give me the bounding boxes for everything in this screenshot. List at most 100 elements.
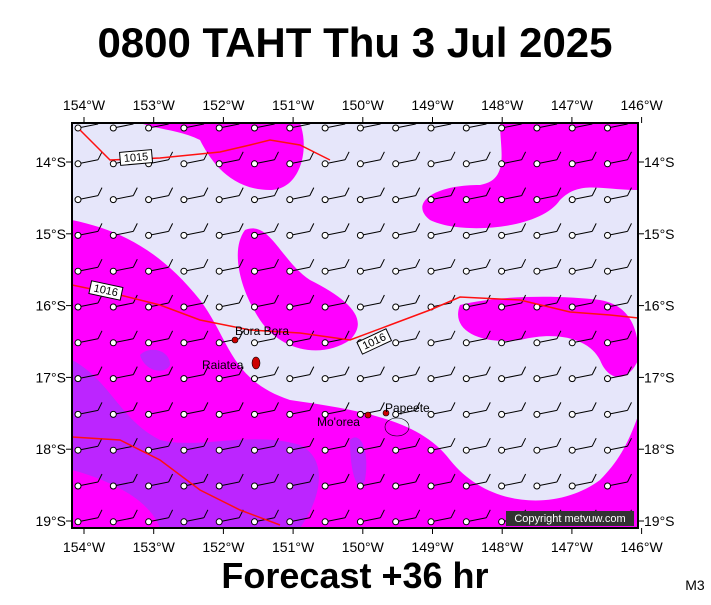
model-code: M3	[685, 577, 705, 593]
barb-station	[145, 231, 153, 239]
barb-station	[498, 339, 506, 347]
wind-barb	[145, 258, 174, 275]
wind-barb	[74, 151, 103, 168]
wind-barb	[568, 402, 597, 418]
barb-feather	[556, 366, 562, 375]
wind-barb	[392, 151, 421, 168]
wind-barb	[498, 366, 527, 383]
barb-feather	[238, 223, 244, 232]
barb-station	[604, 160, 611, 168]
barb-feather	[415, 402, 421, 411]
wind-barb	[604, 402, 632, 418]
wind-barb	[74, 123, 100, 132]
barb-station	[215, 303, 223, 311]
barb-station	[533, 196, 541, 204]
barb-station	[604, 375, 611, 383]
barb-station	[286, 231, 294, 239]
barb-station	[286, 375, 294, 383]
wind-barb	[498, 151, 527, 168]
barb-feather	[521, 473, 527, 483]
barb-feather	[591, 366, 597, 375]
island	[364, 411, 372, 419]
barb-feather	[132, 330, 138, 340]
lon-label: 150°W	[342, 539, 385, 555]
barb-station	[180, 303, 188, 311]
wind-barb	[462, 437, 491, 454]
wind-barb	[533, 437, 562, 454]
wind-barb	[392, 294, 421, 311]
wind-barb	[145, 187, 174, 204]
wind-barb	[356, 187, 385, 204]
wind-barb	[462, 258, 491, 275]
wind-barb	[74, 187, 103, 204]
barb-station	[321, 124, 329, 132]
barb-feather	[132, 402, 138, 411]
barb-feather	[203, 294, 209, 304]
label-box	[88, 280, 124, 301]
barb-feather	[415, 366, 421, 375]
barb-feather	[168, 509, 174, 519]
barb-station	[392, 518, 400, 526]
island	[382, 409, 390, 417]
barb-station	[145, 518, 153, 526]
wind-barb	[462, 366, 491, 383]
barb-station	[180, 267, 188, 275]
barb-station	[180, 196, 188, 204]
barb-station	[251, 196, 258, 204]
wind-barb	[392, 330, 421, 347]
wind-barb	[251, 437, 279, 454]
barb-feather	[309, 509, 315, 519]
lat-label: 17°S	[644, 369, 675, 385]
barb-feather	[203, 402, 209, 411]
barb-station	[109, 196, 117, 204]
wind-barb	[286, 366, 315, 383]
barb-feather	[344, 509, 350, 519]
barb-feather	[591, 402, 597, 411]
barb-feather	[168, 330, 174, 340]
wind-barb	[568, 187, 597, 204]
wind-barb	[427, 473, 456, 490]
barb-station	[286, 160, 294, 168]
wind-barb	[356, 509, 385, 526]
barb-feather	[591, 437, 597, 447]
place-label: Papeete	[385, 401, 430, 415]
lon-label: 153°W	[133, 97, 176, 113]
barb-station	[568, 124, 576, 132]
barb-station	[356, 446, 364, 454]
barb-feather	[415, 330, 421, 340]
barb-station	[74, 410, 82, 418]
barb-station	[392, 482, 400, 490]
barb-station	[215, 339, 223, 347]
barb-station	[321, 303, 329, 311]
place-label: Mo'orea	[317, 415, 360, 429]
island	[251, 356, 261, 370]
place-label: Bora Bora	[235, 324, 289, 338]
barb-feather	[521, 366, 527, 375]
lat-label: 17°S	[35, 369, 66, 385]
barb-station	[392, 160, 400, 168]
barb-station	[74, 267, 82, 275]
barb-station	[568, 303, 576, 311]
barb-station	[498, 160, 506, 168]
barb-station	[392, 303, 400, 311]
wind-barb	[568, 366, 597, 383]
barb-feather	[238, 402, 244, 411]
wind-barb	[215, 294, 244, 311]
barb-feather	[556, 294, 562, 304]
lat-label: 14°S	[35, 154, 66, 170]
wind-barb	[533, 294, 562, 311]
barb-station	[286, 482, 294, 490]
lon-label: 148°W	[481, 97, 524, 113]
barb-station	[568, 267, 576, 275]
wind-barb	[145, 437, 174, 454]
barb-feather	[521, 402, 527, 411]
barb-station	[74, 303, 82, 311]
barb-station	[604, 339, 611, 347]
wind-barb	[286, 151, 315, 168]
barb-feather	[132, 437, 138, 447]
wind-barb	[286, 330, 315, 347]
wind-barb	[604, 223, 632, 239]
barb-feather	[309, 223, 315, 232]
wind-barb	[392, 437, 421, 454]
barb-feather	[627, 223, 632, 232]
